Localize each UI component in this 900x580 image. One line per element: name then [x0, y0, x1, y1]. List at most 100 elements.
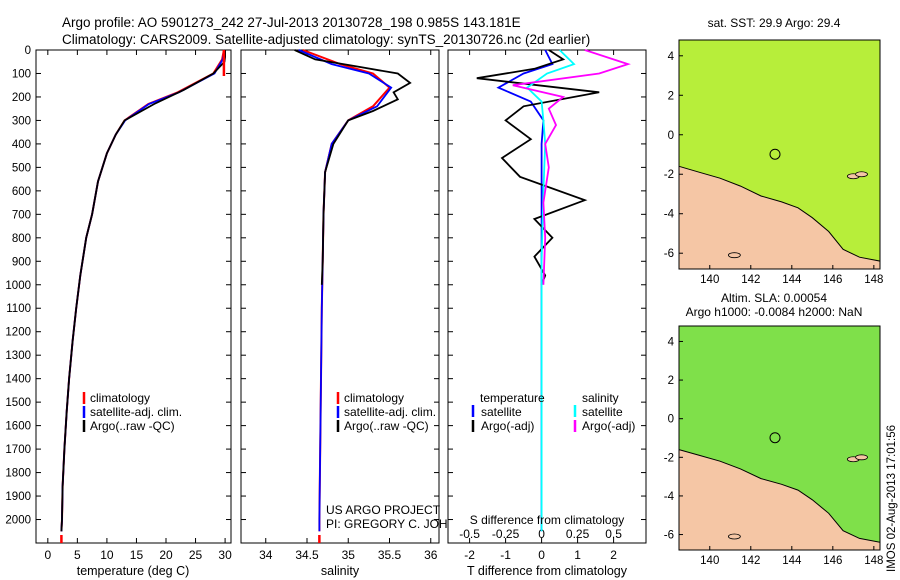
x-tick-label-secondary: 0 [538, 527, 545, 541]
salinity-legend: climatology satellite-adj. clim. Argo(..… [336, 391, 436, 433]
salinity-axes [240, 49, 440, 544]
legend-label-climatology: climatology [90, 391, 150, 405]
pi-annotation: PI: GREGORY C. JOHNSON [326, 517, 482, 531]
x-tick-label: 25 [189, 548, 203, 562]
temperature-series [60, 49, 227, 543]
difference-axes [447, 49, 647, 544]
map-x-tick-label: 144 [782, 555, 802, 567]
y-tick-label: 1300 [5, 350, 31, 362]
difference-legend: temperature salinity satellite Argo(-adj… [471, 391, 635, 433]
x-tick-label: 36 [424, 548, 438, 562]
salinity-x-ticks: 34 34.5 35 35.5 36 [241, 49, 439, 562]
legend-label-t-satellite: satellite [481, 405, 522, 419]
temperature-legend: climatology satellite-adj. clim. Argo(..… [82, 391, 182, 433]
map-y-tick-label: -4 [664, 491, 675, 503]
y-tick-label: 1000 [5, 280, 31, 292]
argo-position-marker [769, 432, 781, 444]
sst-map-title: sat. SST: 29.9 Argo: 29.4 [708, 16, 841, 30]
map-y-tick-label: 2 [668, 90, 674, 102]
figure-title-line2: Climatology: CARS2009. Satellite-adjuste… [62, 32, 590, 47]
map-x-tick-label: 146 [823, 555, 842, 567]
y-tick-label: 2000 [5, 515, 31, 527]
sst-map-panel: sat. SST: 29.9 Argo: 29.4 140 142 144 146 14… [664, 16, 884, 286]
y-tick-label: 1800 [5, 468, 31, 480]
legend-label-s-argo: Argo(-adj) [582, 419, 635, 433]
y-tick-label: 1900 [5, 491, 31, 503]
map-y-tick-label: -6 [664, 530, 674, 542]
y-tick-label: 200 [12, 92, 31, 104]
series-argo [294, 49, 412, 285]
sla-map-title: Altim. SLA: 0.00054 [721, 291, 827, 305]
series-t-argo-adj- [476, 49, 600, 286]
y-tick-label: 300 [12, 115, 31, 127]
difference-x-ticks: -2 -1 0 1 2 -0.5 -0.25 0 0.25 0.5 [448, 49, 646, 562]
x-tick-label: 0 [44, 548, 51, 562]
island [727, 533, 741, 540]
x-tick-label: -1 [500, 548, 511, 562]
legend-label-argo: Argo(..raw -QC) [90, 419, 175, 433]
map-y-tick-label: -4 [664, 209, 675, 221]
legend-title-temperature: temperature [480, 391, 545, 405]
difference-panel: -2 -1 0 1 2 -0.5 -0.25 0 0.25 0.5 S difference fr… [447, 49, 647, 578]
sla-map: 140 142 144 146 148 4 2 0 -2 -4 -6 [664, 325, 883, 567]
y-tick-label: 1700 [5, 444, 31, 456]
sst-map: 140 142 144 146 148 4 2 0 -2 -4 -6 [664, 39, 883, 286]
x-tick-label: 15 [130, 548, 144, 562]
legend-label-climatology: climatology [344, 391, 404, 405]
x-tick-label: 35.5 [378, 548, 402, 562]
difference-xlabel-top: S difference from climatology [470, 513, 625, 527]
y-tick-label: 800 [12, 233, 31, 245]
legend-title-salinity: salinity [582, 391, 619, 405]
sla-map-panel: Altim. SLA: 0.00054 Argo h1000: -0.0084 … [664, 291, 884, 567]
map-x-tick-label: 146 [823, 274, 842, 286]
x-tick-label: 34 [259, 548, 273, 562]
x-tick-label-secondary: 0.5 [605, 527, 622, 541]
x-tick-label: 2 [610, 548, 617, 562]
timestamp: IMOS 02-Aug-2013 17:01:56 [886, 425, 898, 572]
y-tick-label: 1100 [6, 303, 31, 315]
figure-title-line1: Argo profile: AO 5901273_242 27-Jul-2013… [62, 15, 521, 30]
x-tick-label-secondary: 0.25 [566, 527, 590, 541]
series-s-argo-adj- [512, 49, 631, 285]
map-x-tick-label: 142 [741, 555, 760, 567]
difference-xlabel: T difference from climatology [467, 564, 628, 578]
map-y-tick-label: 4 [668, 336, 675, 348]
y-tick-label: 1400 [5, 374, 31, 386]
island [855, 171, 868, 178]
map-x-tick-label: 144 [782, 274, 802, 286]
y-tick-label: 100 [12, 68, 31, 80]
salinity-series [294, 49, 412, 543]
map-y-tick-label: 4 [668, 51, 675, 63]
x-tick-label: 0 [538, 548, 545, 562]
sla-map-subtitle: Argo h1000: -0.0084 h2000: NaN [686, 305, 863, 319]
island [727, 252, 741, 259]
y-tick-label: 1200 [5, 327, 31, 339]
x-tick-label: 34.5 [295, 548, 319, 562]
x-tick-label: 10 [100, 548, 114, 562]
map-x-tick-label: 148 [864, 274, 883, 286]
island [855, 454, 868, 461]
x-tick-label-secondary: -0.5 [459, 527, 480, 541]
map-x-tick-label: 148 [864, 555, 883, 567]
salinity-xlabel: salinity [321, 564, 360, 578]
map-frame [678, 325, 881, 551]
legend-label-satellite: satellite-adj. clim. [90, 405, 182, 419]
x-tick-label: 5 [74, 548, 81, 562]
legend-label-s-satellite: satellite [582, 405, 623, 419]
y-tick-label: 1500 [5, 397, 31, 409]
map-x-tick-label: 140 [700, 555, 719, 567]
x-tick-label: 1 [574, 548, 581, 562]
map-frame [678, 39, 881, 270]
y-tick-label: 0 [25, 45, 31, 57]
project-annotation: US ARGO PROJECT [326, 503, 441, 517]
temperature-axes [35, 49, 232, 544]
y-tick-label: 1600 [5, 421, 31, 433]
salinity-panel: 34 34.5 35 35.5 36 salinity climatology sate… [240, 49, 482, 578]
map-x-tick-label: 142 [741, 274, 760, 286]
temperature-y-ticks: 0 100 200 300 400 500 600 700 800 900 1000 1100 1200… [5, 45, 31, 527]
x-tick-label: 20 [159, 548, 173, 562]
temperature-xlabel: temperature (deg C) [77, 564, 190, 578]
legend-label-argo: Argo(..raw -QC) [344, 419, 429, 433]
map-y-tick-label: 0 [668, 414, 674, 426]
y-tick-label: 400 [12, 139, 31, 151]
